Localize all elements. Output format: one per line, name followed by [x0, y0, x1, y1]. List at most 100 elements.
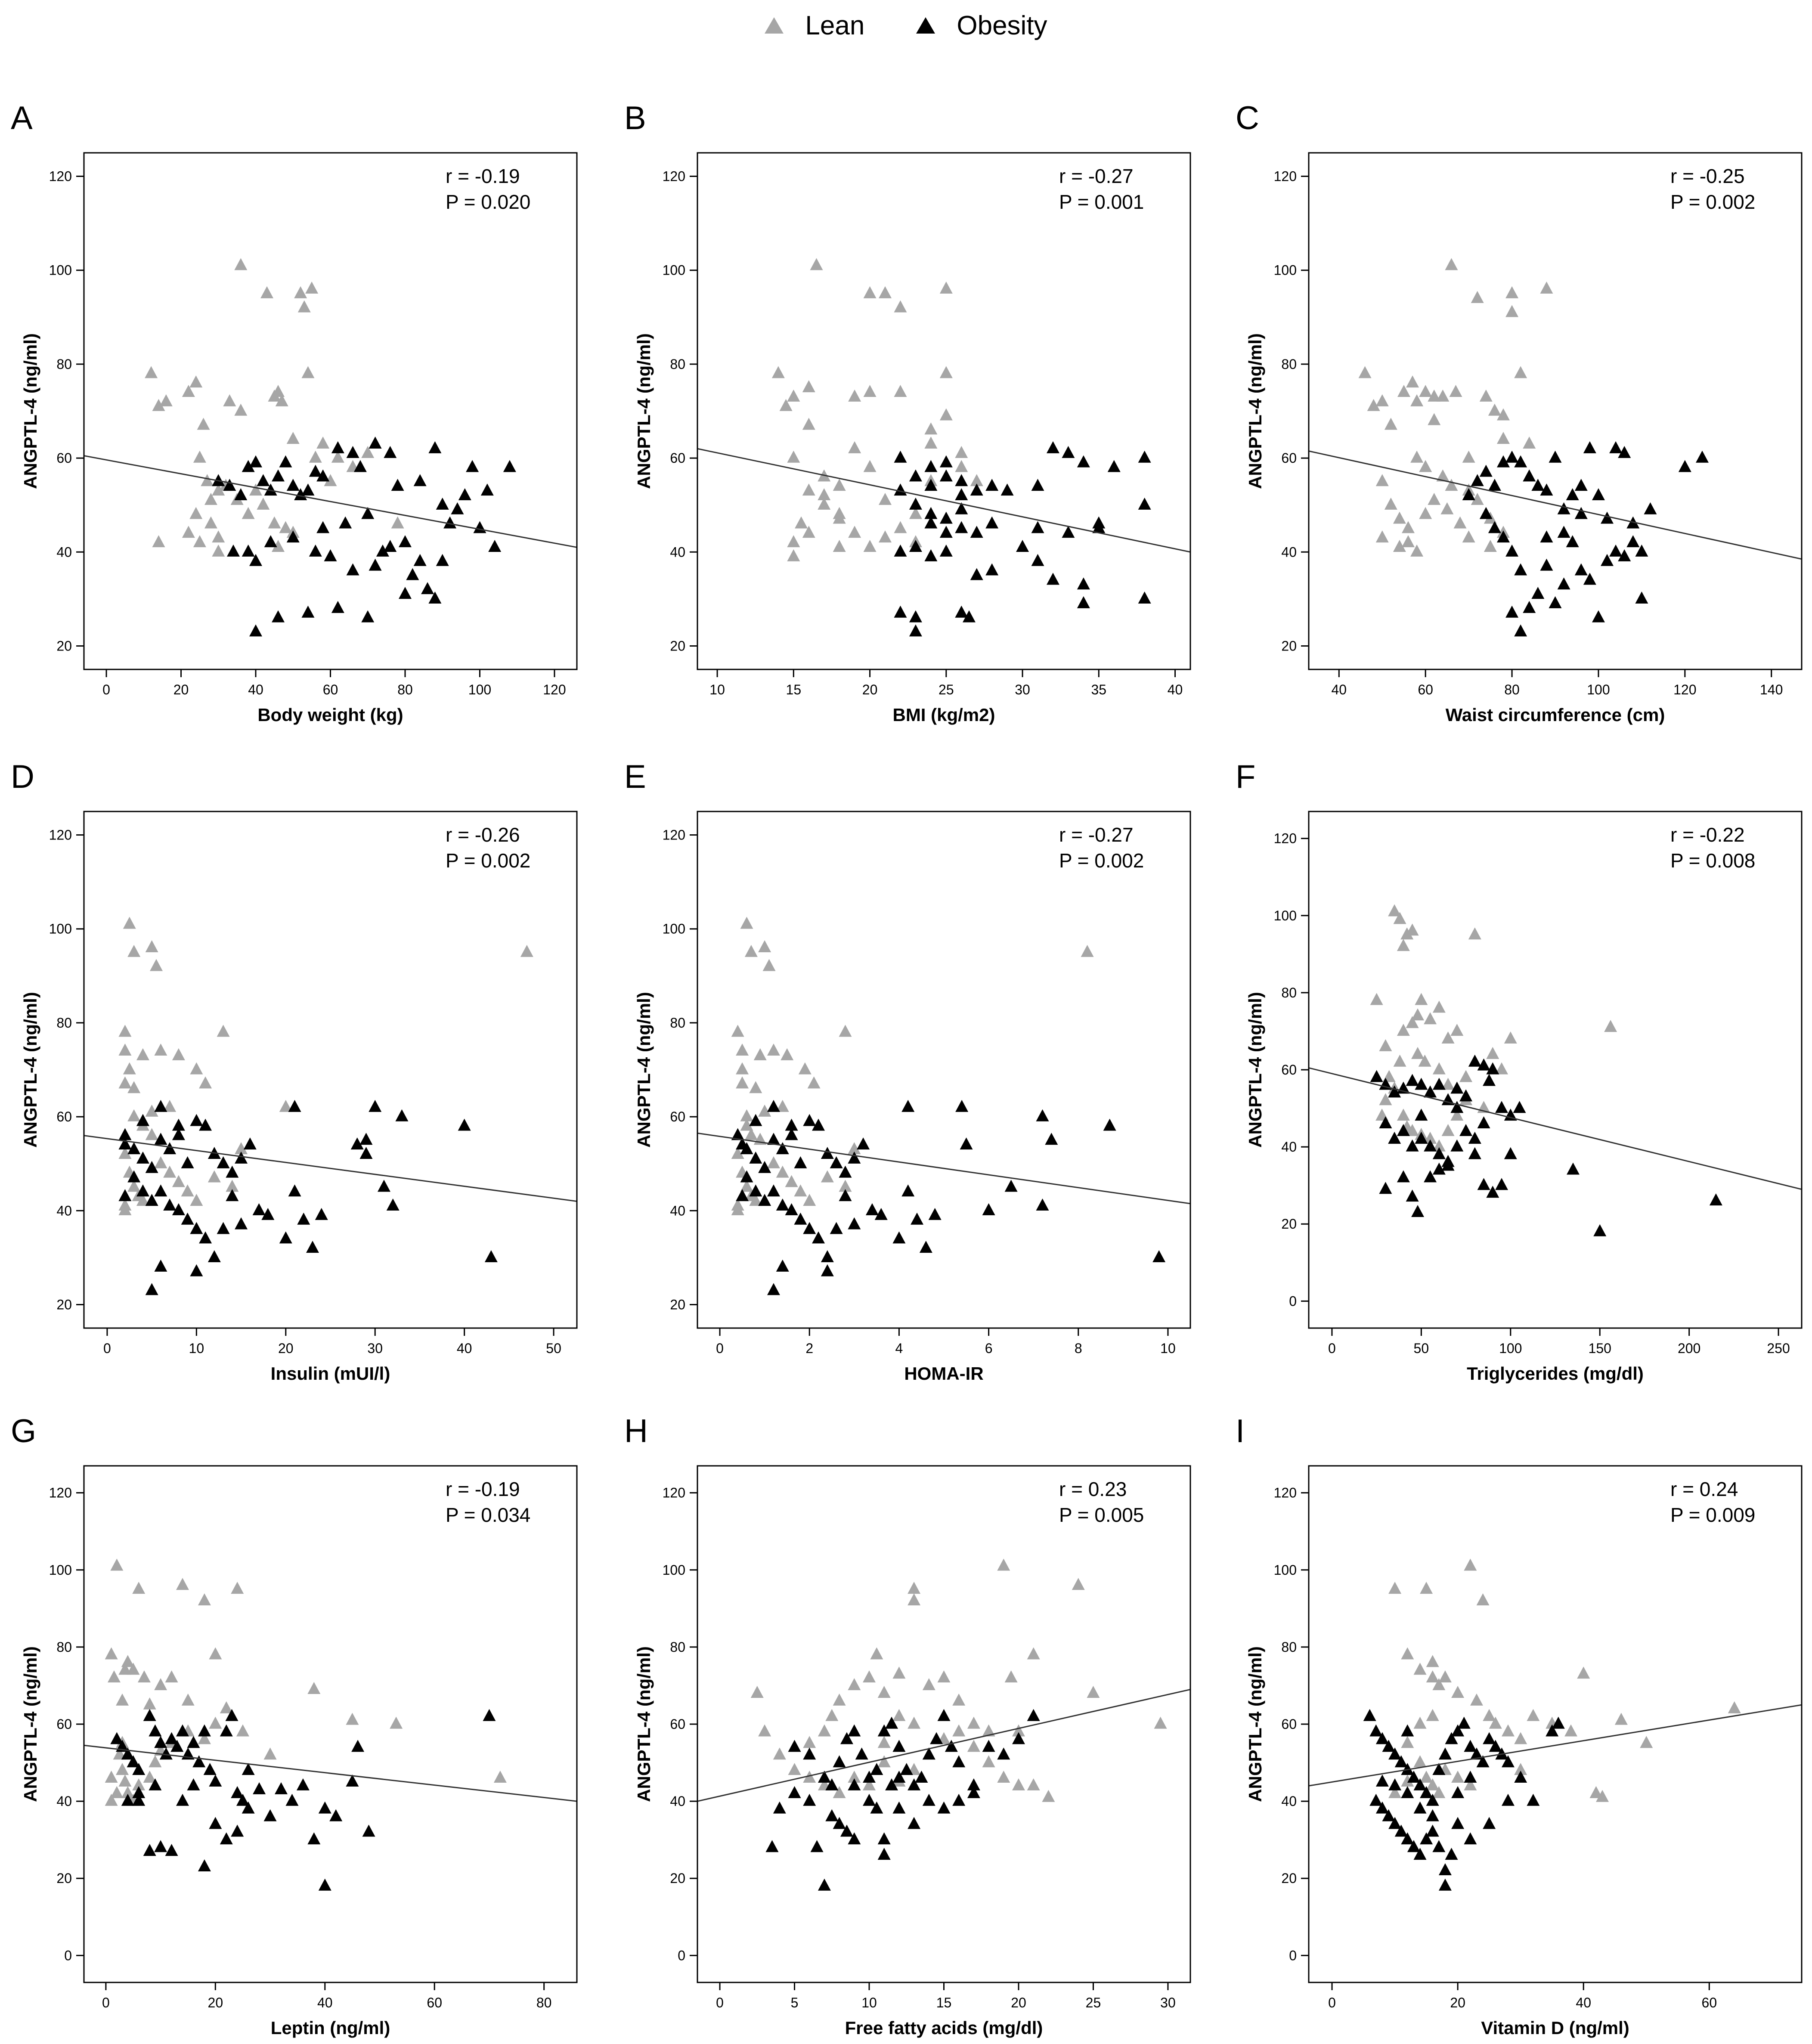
obesity-point-a	[309, 465, 322, 477]
y-tick-label-c: 20	[1281, 638, 1297, 653]
obesity-point-a	[361, 507, 375, 519]
obesity-point-c	[1574, 479, 1588, 491]
obesity-point-d	[172, 1118, 185, 1131]
y-tick-label-c: 40	[1281, 544, 1297, 560]
obesity-point-b	[894, 544, 907, 557]
lean-point-g	[231, 1582, 244, 1594]
obesity-point-c	[1479, 465, 1493, 477]
obesity-point-i	[1388, 1747, 1402, 1760]
y-axis-label-f: ANGPTL-4 (ng/ml)	[1245, 992, 1265, 1148]
lean-point-i	[1413, 1755, 1427, 1768]
lean-point-a	[260, 286, 274, 298]
obesity-point-d	[297, 1212, 310, 1225]
obesity-point-d	[145, 1283, 158, 1295]
obesity-point-c	[1523, 601, 1536, 613]
obesity-point-h	[810, 1840, 824, 1852]
lean-point-g	[127, 1663, 140, 1675]
lean-point-h	[1012, 1724, 1025, 1737]
obesity-point-d	[136, 1114, 149, 1126]
obesity-point-a	[223, 479, 236, 491]
obesity-point-i	[1413, 1848, 1427, 1860]
obesity-point-h	[833, 1817, 846, 1829]
lean-point-h	[848, 1678, 861, 1691]
obesity-point-e	[731, 1128, 744, 1140]
lean-point-e	[839, 1180, 852, 1192]
obesity-point-c	[1505, 544, 1519, 557]
lean-point-c	[1410, 394, 1424, 406]
obesity-point-d	[154, 1259, 167, 1272]
obesity-point-a	[384, 540, 397, 552]
lean-point-g	[137, 1670, 151, 1683]
lean-point-e	[776, 1165, 789, 1178]
lean-point-c	[1384, 418, 1397, 430]
regression-line-f	[1309, 1067, 1802, 1190]
obesity-point-h	[877, 1832, 891, 1845]
y-tick-label-h: 80	[670, 1639, 685, 1655]
obesity-point-d	[181, 1212, 194, 1225]
y-tick-label-c: 80	[1281, 356, 1297, 372]
obesity-point-f	[1424, 1170, 1437, 1183]
obesity-point-a	[234, 488, 248, 501]
lean-point-g	[143, 1771, 156, 1783]
obesity-point-i	[1375, 1774, 1389, 1787]
lean-point-h	[982, 1755, 995, 1768]
obesity-point-f	[1441, 1158, 1455, 1171]
lean-point-c	[1358, 366, 1372, 378]
obesity-point-g	[231, 1786, 244, 1798]
lean-point-c	[1402, 535, 1415, 548]
obesity-point-d	[118, 1137, 132, 1150]
obesity-point-g	[307, 1832, 321, 1845]
lean-point-a	[294, 286, 307, 298]
lean-point-g	[307, 1682, 321, 1694]
obesity-point-f	[1379, 1182, 1392, 1194]
lean-point-h	[892, 1666, 906, 1679]
y-tick-label-f: 20	[1281, 1216, 1297, 1232]
x-tick-label-a: 80	[397, 682, 413, 697]
y-tick-label-i: 60	[1281, 1716, 1297, 1732]
y-axis-label-a: ANGPTL-4 (ng/ml)	[20, 333, 40, 489]
obesity-point-h	[840, 1824, 853, 1837]
obesity-point-i	[1432, 1840, 1446, 1852]
obesity-point-b	[924, 516, 938, 529]
obesity-point-a	[413, 554, 427, 566]
lean-point-f	[1411, 1047, 1425, 1059]
obesity-point-d	[369, 1099, 382, 1112]
y-tick-label-b: 80	[670, 356, 685, 372]
lean-point-f	[1432, 1000, 1446, 1013]
obesity-point-e	[865, 1203, 879, 1215]
lean-point-d	[154, 1156, 167, 1168]
p-value-h: P = 0.005	[1059, 1504, 1144, 1526]
obesity-point-b	[985, 516, 999, 529]
obesity-point-c	[1488, 479, 1501, 491]
obesity-point-h	[877, 1724, 891, 1737]
panel-letter-e: E	[624, 759, 646, 795]
y-tick-label-e: 20	[670, 1297, 685, 1312]
lean-point-f	[1459, 1070, 1473, 1082]
lean-point-h	[877, 1685, 891, 1698]
obesity-point-d	[163, 1199, 177, 1211]
obesity-point-h	[922, 1793, 935, 1806]
obesity-point-c	[1592, 488, 1605, 501]
lean-point-a	[223, 394, 236, 406]
y-tick-label-h: 20	[670, 1871, 685, 1886]
lean-point-g	[116, 1763, 129, 1775]
obesity-point-i	[1445, 1848, 1458, 1860]
obesity-point-i	[1388, 1817, 1402, 1829]
lean-point-h	[870, 1647, 883, 1660]
obesity-point-a	[249, 455, 263, 468]
obesity-point-d	[154, 1184, 167, 1197]
obesity-point-i	[1464, 1771, 1477, 1783]
obesity-point-i	[1438, 1863, 1452, 1875]
lean-point-b	[863, 385, 877, 397]
lean-point-g	[116, 1693, 129, 1706]
obesity-point-b	[924, 549, 938, 561]
lean-point-f	[1432, 1062, 1446, 1075]
lean-point-c	[1384, 497, 1397, 510]
p-value-i: P = 0.009	[1670, 1504, 1755, 1526]
x-tick-label-g: 20	[208, 1995, 223, 2010]
lean-point-b	[802, 526, 815, 538]
obesity-point-d	[172, 1128, 185, 1140]
lean-point-i	[1464, 1778, 1477, 1790]
lean-point-g	[121, 1786, 134, 1798]
lean-point-g	[346, 1713, 359, 1725]
